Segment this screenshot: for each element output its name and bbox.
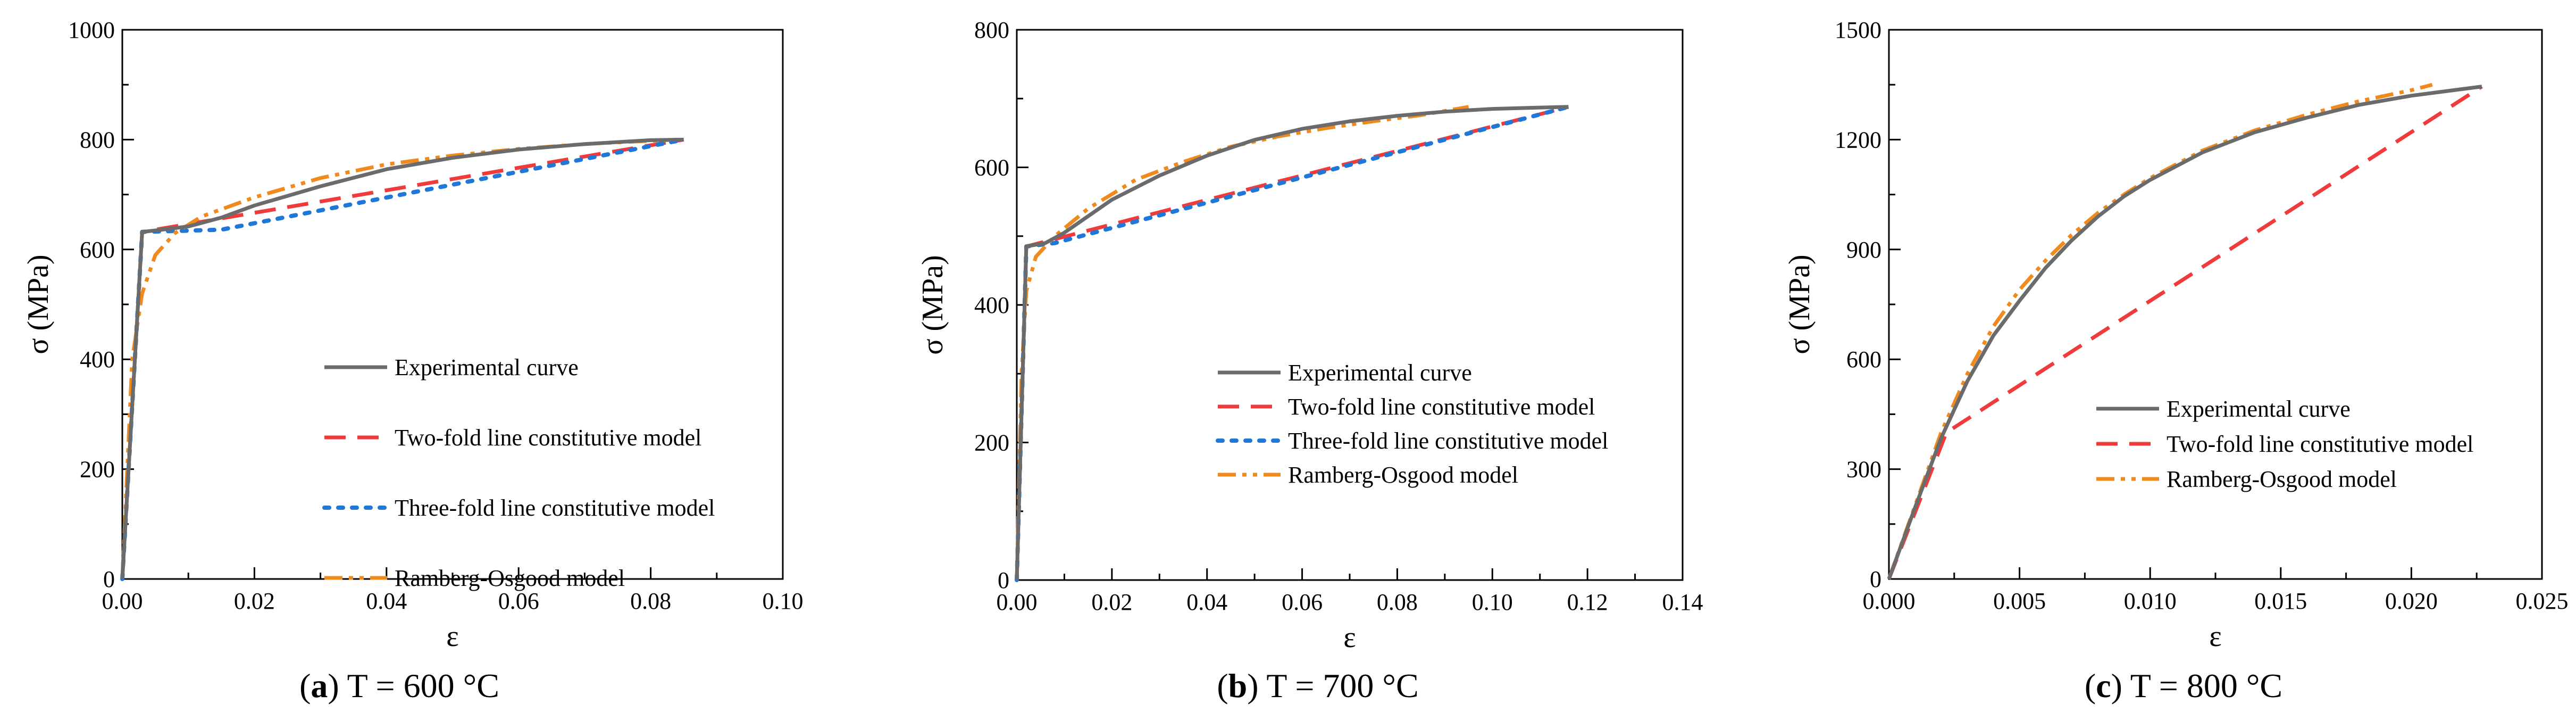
x-tick-label: 0.005 (1993, 588, 2046, 614)
legend-label: Three-fold line constitutive model (395, 495, 715, 521)
y-tick-label: 0 (998, 567, 1009, 593)
legend-label: Experimental curve (395, 354, 579, 380)
y-tick-label: 800 (974, 17, 1009, 43)
series-layer (120, 137, 686, 581)
panel-caption: (a) T = 600 °C (299, 667, 499, 705)
ticks: 0.00 0.02 0.04 0.06 0.08 0.10 0 200 400 600 800 100… (68, 17, 804, 614)
plot-area-border (1016, 29, 1684, 581)
ticks: 0.000 0.005 0.010 0.015 0.020 0.025 0 300 600 900… (1835, 17, 2569, 614)
series-experimental (1015, 105, 1569, 581)
caption-text: ) T = 800 °C (2111, 667, 2282, 705)
series-experimental (1887, 85, 2482, 580)
series-ramberg (1887, 82, 2433, 580)
legend-label: Experimental curve (1288, 360, 1472, 386)
series-three-fold (1015, 104, 1571, 582)
series-layer (1015, 104, 1571, 582)
series-experimental (120, 137, 684, 580)
y-tick-label: 800 (80, 127, 115, 153)
x-axis-label: ε (446, 620, 459, 653)
x-tick-label: 0.04 (1186, 589, 1227, 615)
legend: Experimental curve Two-fold line constitu… (322, 354, 715, 591)
caption-letter: c (2096, 667, 2111, 705)
y-tick-label: 900 (1846, 237, 1881, 263)
x-tick-label: 0.10 (763, 588, 804, 614)
x-tick-label: 0.02 (234, 588, 275, 614)
x-tick-label: 0.00 (102, 588, 143, 614)
y-axis-label: σ (MPa) (916, 255, 949, 354)
x-tick-label: 0.000 (1863, 588, 1916, 614)
ticks: 0.00 0.02 0.04 0.06 0.08 0.10 0.12 0.14 0 200 400 6… (974, 17, 1703, 615)
legend-label: Two-fold line constitutive model (395, 425, 701, 451)
x-tick-label: 0.08 (630, 588, 671, 614)
y-tick-label: 1200 (1835, 127, 1881, 153)
x-tick-label: 0.06 (1282, 589, 1323, 615)
y-tick-label: 200 (974, 430, 1009, 456)
x-axis-label: ε (1343, 621, 1356, 654)
panel-caption: (b) T = 700 °C (1217, 667, 1418, 705)
y-axis-label: σ (MPa) (1783, 254, 1816, 354)
y-tick-label: 1000 (68, 17, 115, 43)
y-tick-label: 1500 (1835, 17, 1881, 43)
caption-letter: b (1228, 667, 1248, 705)
series-three-fold (120, 137, 686, 581)
x-tick-label: 0.10 (1472, 589, 1513, 615)
y-tick-label: 600 (974, 155, 1009, 181)
caption-letter: a (311, 667, 328, 705)
x-tick-label: 0.015 (2254, 588, 2307, 614)
legend-label: Two-fold line constitutive model (2167, 431, 2473, 457)
series-ramberg (1015, 105, 1469, 581)
caption-text: ) T = 600 °C (328, 667, 499, 705)
y-tick-label: 600 (1846, 346, 1881, 373)
y-tick-label: 400 (80, 346, 115, 373)
x-tick-label: 0.04 (366, 588, 407, 614)
x-tick-label: 0.02 (1091, 589, 1132, 615)
caption-text: ) T = 700 °C (1247, 667, 1418, 705)
legend-label: Ramberg-Osgood model (395, 565, 625, 591)
y-tick-label: 0 (103, 566, 115, 592)
x-tick-label: 0.010 (2124, 588, 2177, 614)
plot-area-border (1888, 29, 2543, 580)
legend: Experimental curve Two-fold line constitu… (1216, 360, 1608, 488)
legend-label: Two-fold line constitutive model (1288, 394, 1595, 420)
x-tick-label: 0.025 (2516, 588, 2569, 614)
x-tick-label: 0.00 (997, 589, 1038, 615)
axes-frame (1888, 29, 2543, 580)
series-layer (1887, 82, 2483, 580)
legend-label: Ramberg-Osgood model (1288, 462, 1518, 488)
x-tick-label: 0.14 (1662, 589, 1703, 615)
x-tick-label: 0.06 (498, 588, 539, 614)
x-axis-label: ε (2209, 620, 2222, 653)
x-tick-label: 0.08 (1377, 589, 1418, 615)
legend: Experimental curve Two-fold line constitu… (2096, 396, 2473, 492)
panel-a: 0.00 0.02 0.04 0.06 0.08 0.10 0 200 400 600 800 100… (22, 17, 804, 705)
x-tick-label: 0.12 (1567, 589, 1608, 615)
y-tick-label: 600 (80, 237, 115, 263)
y-axis-label: σ (MPa) (22, 254, 55, 354)
y-tick-label: 400 (974, 292, 1009, 318)
panel-c: 0.000 0.005 0.010 0.015 0.020 0.025 0 300 600 900… (1783, 17, 2569, 705)
y-tick-label: 300 (1846, 457, 1881, 483)
y-tick-label: 0 (1870, 566, 1881, 592)
panel-caption: (c) T = 800 °C (2085, 667, 2282, 705)
legend-label: Experimental curve (2167, 396, 2351, 422)
x-tick-label: 0.020 (2385, 588, 2438, 614)
panel-b: 0.00 0.02 0.04 0.06 0.08 0.10 0.12 0.14 0 200 400 6… (916, 17, 1703, 705)
legend-label: Three-fold line constitutive model (1288, 428, 1608, 454)
y-tick-label: 200 (80, 457, 115, 483)
axes-frame (1016, 29, 1684, 581)
legend-label: Ramberg-Osgood model (2167, 466, 2397, 492)
